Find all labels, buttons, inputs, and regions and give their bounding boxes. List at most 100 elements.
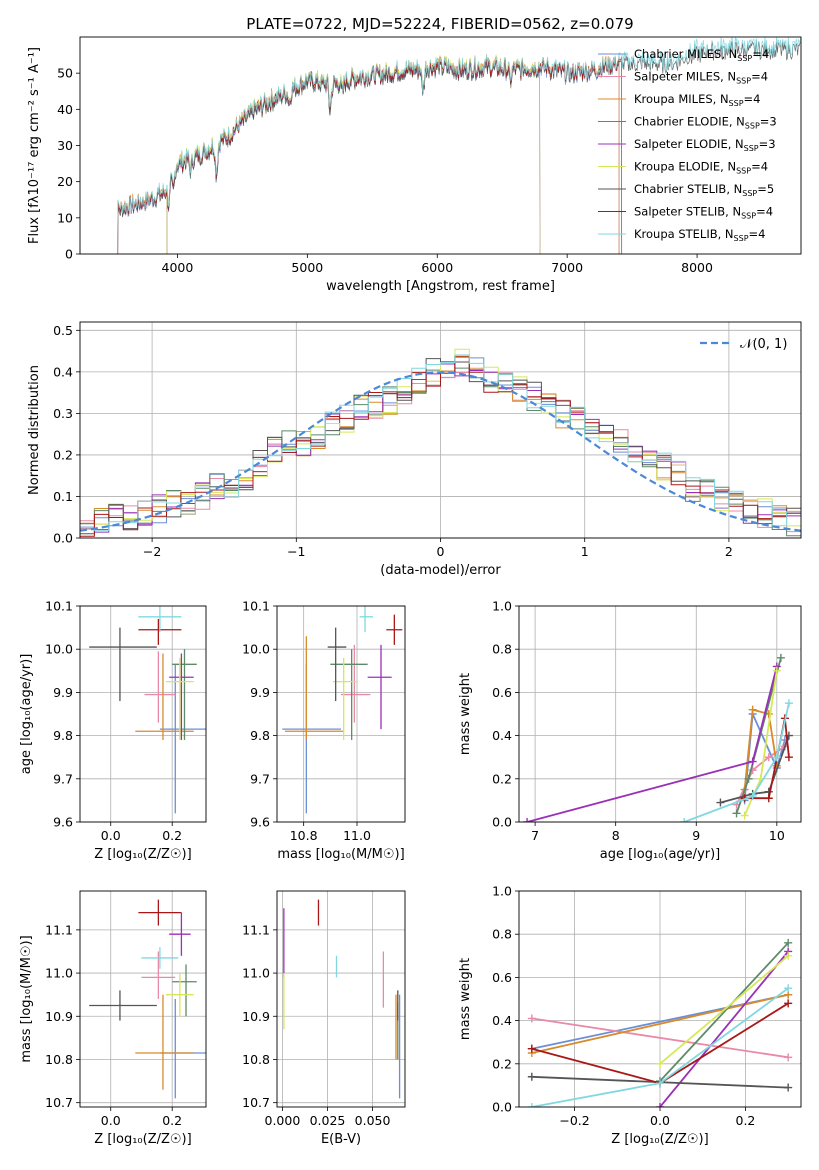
legend-text: =4 [744, 92, 761, 106]
errorbar-salpeter-miles [144, 651, 176, 723]
errorbar-chabrier-stelib [327, 627, 347, 702]
legend-text: =4 [756, 205, 773, 219]
legend-entry: Salpeter STELIB, NSSP=4 [634, 205, 773, 221]
y-tick-label: 0.2 [492, 1056, 512, 1071]
y-tick-label: 20 [57, 174, 73, 189]
spectrum-line-salpeter-miles [117, 56, 620, 254]
x-tick-label: 0.2 [736, 1113, 756, 1128]
axes-frame [518, 605, 802, 823]
spectrum-panel: 4000 5000 6000 7000 8000 0 10 20 30 40 50 wavelengt… [27, 36, 802, 294]
age-vs-Z-panel: 0.0 0.2 9.6 9.7 9.8 9.9 10.0 10.1 Z [log₁₀(Z/Z☉)… [19, 599, 207, 862]
errorbar-chabrier-stelib [89, 627, 157, 702]
weight-marker [656, 1059, 664, 1068]
x-tick-label: 1 [581, 544, 589, 559]
x-tick-label: 2 [725, 544, 733, 559]
axes-frame [518, 890, 802, 1108]
axes-frame [79, 36, 802, 255]
legend-text: Kroupa STELIB, N [634, 227, 734, 241]
errorbar-kroupa-elodie [166, 973, 194, 1017]
weight-line-salpeter-elodie [659, 950, 789, 1107]
legend-entry: Chabrier STELIB, NSSP=5 [634, 182, 774, 198]
y-tick-label: 0.0 [492, 815, 512, 830]
legend-subscript: SSP [737, 54, 752, 63]
x-axis-label: Z [log₁₀(Z/Z☉)] [611, 1132, 708, 1147]
weight-marker [656, 1079, 664, 1088]
legend-entry: Kroupa STELIB, NSSP=4 [634, 227, 765, 243]
x-axis-label: mass [log₁₀(M/M☉)] [277, 847, 404, 862]
x-tick-label: 0.0 [101, 1113, 121, 1128]
errorbar-salpeter-stelib [138, 899, 182, 926]
legend-text: Chabrier ELODIE, N [634, 115, 745, 129]
axes-frame [79, 605, 207, 823]
y-tick-label: 0 [65, 247, 73, 262]
axes-frame [79, 321, 802, 539]
residual-hists [80, 348, 801, 537]
x-tick-label: 9 [692, 828, 700, 843]
errorbar-chabrier-miles [159, 664, 206, 814]
spectrum-line-kroupa-miles [117, 54, 620, 254]
errorbar-kroupa-miles [285, 636, 344, 740]
y-tick-label: 0.4 [492, 1013, 512, 1028]
gaussian-curve [80, 371, 801, 532]
weight-line-chabrier-elodie [659, 942, 789, 1082]
weight-line-kroupa-miles [743, 708, 778, 790]
y-tick-label: 10.0 [242, 642, 270, 657]
mass-vs-ebv-panel: 0.000 0.025 0.050 10.7 10.8 10.9 11.0 11.1 E(B-V… [242, 890, 406, 1147]
y-tick-label: 0.0 [53, 531, 73, 546]
weight-line-kroupa-stelib [683, 703, 790, 822]
y-tick-label: 0.1 [53, 489, 73, 504]
y-tick-label: 10.1 [45, 599, 73, 614]
legend-text: =4 [751, 70, 768, 84]
errorbar-chabrier-stelib [89, 990, 157, 1021]
legend-text: =5 [757, 182, 774, 196]
errorbar-kroupa-elodie [333, 657, 357, 740]
y-tick-label: 0.0 [492, 1100, 512, 1115]
weight-marker [748, 792, 757, 801]
spectrum-lines [117, 37, 801, 254]
y-tick-label: 10.9 [242, 1009, 270, 1024]
y-tick-label: 10.7 [242, 1095, 270, 1110]
errorbar-kroupa-miles [135, 994, 194, 1090]
legend-subscript: SSP [736, 167, 751, 176]
x-tick-label: 0.0 [650, 1113, 670, 1128]
age-vs-mass-panel: 10.8 11.0 9.6 9.7 9.8 9.9 10.0 10.1 mass [log₁₀(… [242, 599, 406, 862]
error-bars [89, 899, 206, 1099]
errorbar-chabrier-elodie [172, 649, 197, 740]
legend-text: Salpeter ELODIE, N [634, 137, 744, 151]
legend-text: Chabrier MILES, N [634, 47, 737, 61]
errorbar-kroupa-stelib [141, 947, 179, 969]
legend-subscript: SSP [742, 189, 757, 198]
y-tick-label: 9.8 [250, 728, 270, 743]
legend-text: =4 [752, 47, 769, 61]
legend-text: Chabrier STELIB, N [634, 182, 742, 196]
errorbar-salpeter-elodie [169, 912, 191, 956]
legend-text: =3 [759, 137, 776, 151]
y-tick-label: 10.8 [242, 1052, 270, 1067]
x-tick-label: 0.2 [162, 828, 182, 843]
y-axis-label: Flux [fλ10⁻¹⁷ erg cm⁻² s⁻¹ A⁻¹] [27, 47, 42, 244]
mass-vs-Z-panel: 0.0 0.2 10.7 10.8 10.9 11.0 11.1 Z [log₁₀(Z/Z☉)… [19, 890, 207, 1147]
x-tick-label: 5000 [291, 260, 323, 275]
y-tick-label: 10.1 [242, 599, 270, 614]
x-tick-label: −0.2 [559, 1113, 589, 1128]
x-tick-label: 10.8 [290, 828, 318, 843]
x-axis-label: age [log₁₀(age/yr)] [600, 847, 721, 862]
legend-subscript: SSP [744, 144, 759, 153]
y-tick-label: 11.1 [45, 922, 73, 937]
errorbar-kroupa-stelib [359, 606, 373, 632]
legend-entry: Kroupa ELODIE, NSSP=4 [634, 160, 768, 176]
y-tick-label: 1.0 [492, 884, 512, 899]
y-tick-label: 0.4 [492, 728, 512, 743]
weight-lines [527, 938, 793, 1107]
legend-entry: 𝒩(0, 1) [740, 337, 787, 352]
x-tick-label: 8000 [681, 260, 713, 275]
weight-marker [656, 1103, 664, 1107]
y-tick-label: 30 [57, 138, 73, 153]
legend-entry: Salpeter MILES, NSSP=4 [634, 70, 768, 86]
y-tick-label: 9.8 [53, 728, 73, 743]
x-tick-label: 0 [437, 544, 445, 559]
legend-entry: Salpeter ELODIE, NSSP=3 [634, 137, 776, 153]
weight-marker [784, 999, 793, 1008]
y-tick-label: 0.3 [53, 406, 73, 421]
y-tick-label: 0.6 [492, 685, 512, 700]
